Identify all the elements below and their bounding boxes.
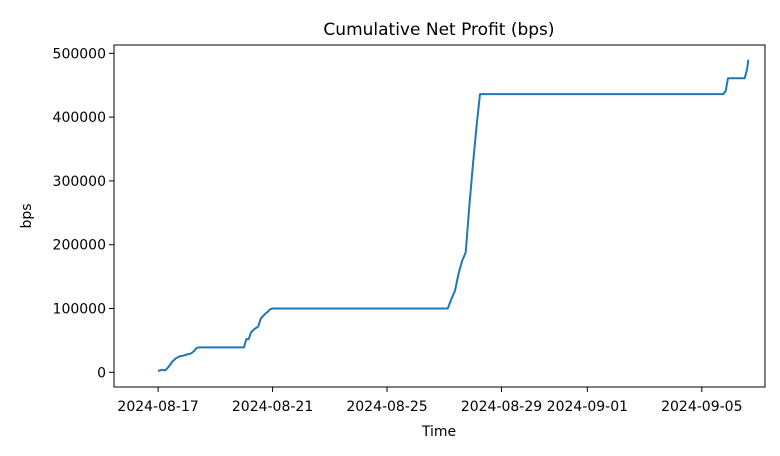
series-line	[157, 59, 750, 372]
x-tick-label: 2024-08-25	[346, 399, 427, 415]
x-tick-label: 2024-09-05	[661, 399, 742, 415]
x-tick-label: 2024-09-01	[547, 399, 628, 415]
y-tick-label: 400000	[53, 110, 106, 126]
x-tick-label: 2024-08-21	[232, 399, 313, 415]
y-tick-label: 200000	[53, 238, 106, 254]
y-tick-label: 500000	[53, 46, 106, 62]
plot-frame	[113, 44, 766, 388]
plot-area	[157, 59, 750, 372]
x-axis-label: Time	[421, 424, 456, 440]
chart-title: Cumulative Net Profit (bps)	[323, 20, 554, 40]
x-axis: 2024-08-17 2024-08-21 2024-08-25 2024-08-29…	[117, 387, 742, 415]
y-tick-label: 0	[97, 365, 106, 381]
x-tick-label: 2024-08-17	[117, 399, 198, 415]
y-axis-label: bps	[19, 203, 35, 228]
y-axis: 0 100000 200000 300000 400000 500000	[53, 46, 114, 381]
y-tick-label: 100000	[53, 302, 106, 318]
x-tick-label: 2024-08-29	[461, 399, 542, 415]
y-tick-label: 300000	[53, 174, 106, 190]
